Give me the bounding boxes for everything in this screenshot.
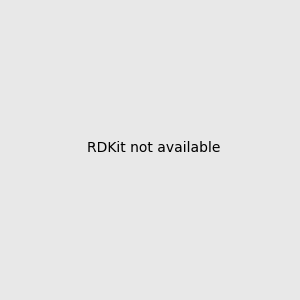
Text: RDKit not available: RDKit not available xyxy=(87,140,220,154)
